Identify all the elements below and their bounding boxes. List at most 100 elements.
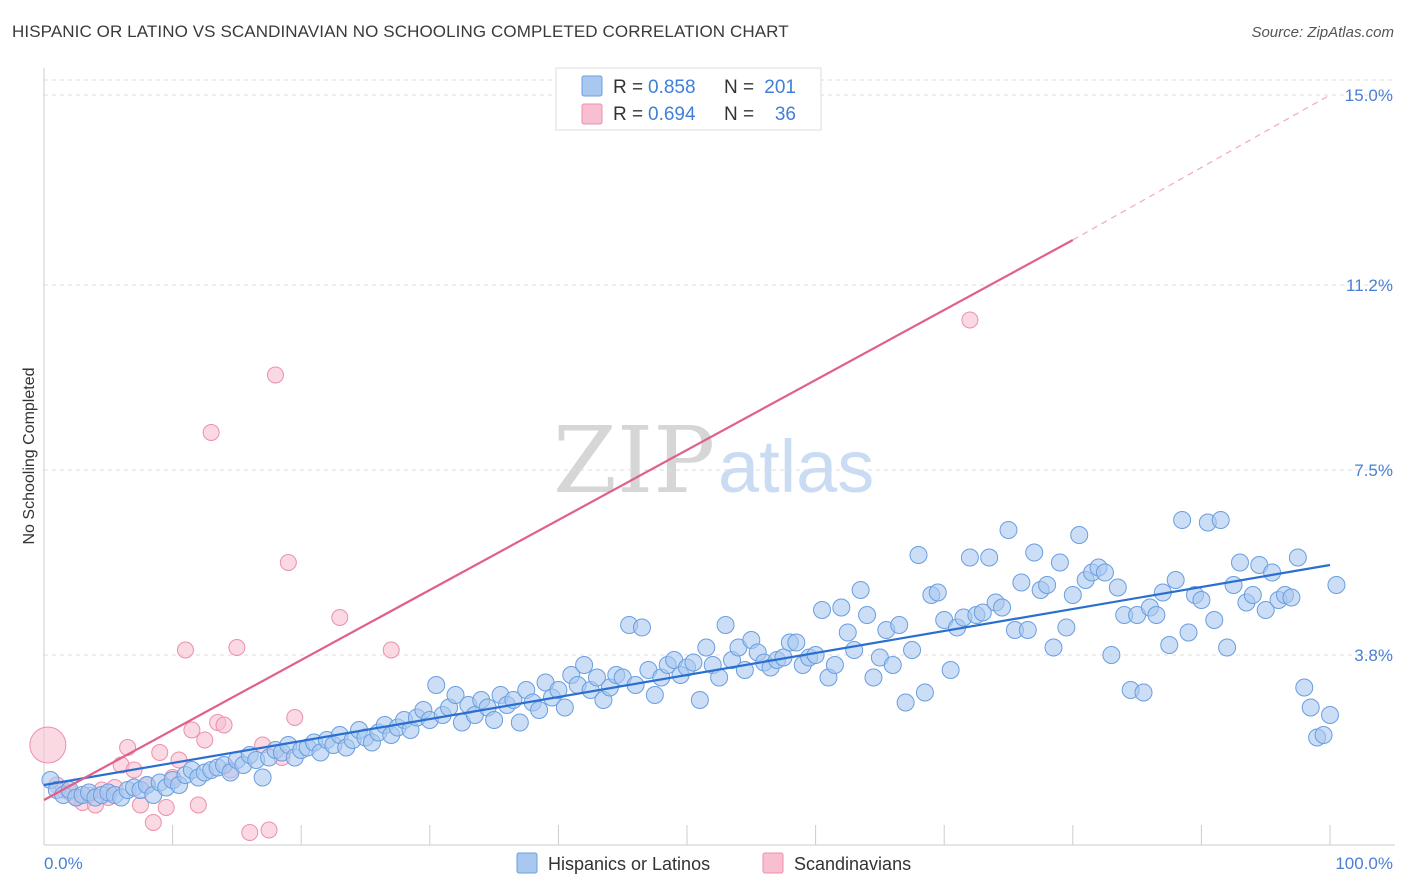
hispanic-point <box>510 713 529 732</box>
hispanic-point <box>632 618 651 637</box>
hispanic-point <box>1224 576 1243 594</box>
hispanic-point <box>787 633 806 652</box>
hispanic-point <box>813 601 832 619</box>
scandinavian-point <box>196 731 214 749</box>
hispanic-point <box>1295 678 1314 697</box>
y-tick-label: 7.5% <box>1354 461 1393 480</box>
hispanics-trend-line <box>43 563 1331 787</box>
hispanic-point <box>1230 553 1249 572</box>
source-label: Source: ZipAtlas.com <box>1251 24 1394 41</box>
scandinavian-point <box>215 716 233 734</box>
scandinavian-point <box>331 609 349 626</box>
hispanic-point <box>1288 548 1307 567</box>
hispanic-point <box>1134 683 1153 702</box>
hispanic-point <box>1263 563 1282 582</box>
hispanic-point <box>1256 601 1275 619</box>
stats-legend: R = 0.858 N = 201 R = 0.694 N = 36 <box>555 67 822 131</box>
legend-n-value-blue: 201 <box>764 77 796 98</box>
hispanic-point <box>253 768 272 787</box>
hispanic-point <box>549 681 568 699</box>
scandinavian-point <box>228 639 246 656</box>
legend-swatch-pink <box>581 103 603 125</box>
hispanic-point <box>1102 646 1121 664</box>
hispanic-point <box>1063 586 1082 604</box>
legend-r-label-blue: R = <box>613 77 643 98</box>
tick-labels: 3.8% 7.5% 11.2% 15.0% 0.0% 100.0% <box>44 86 1393 873</box>
hispanic-point <box>587 668 606 687</box>
watermark-zip: ZIP <box>553 407 715 514</box>
axes <box>43 68 1395 846</box>
hispanic-point <box>909 546 928 564</box>
scandinavian-point <box>189 796 207 814</box>
hispanic-point <box>825 656 844 674</box>
bottom-legend-label-blue: Hispanics or Latinos <box>548 854 710 874</box>
scandinavian-point <box>202 424 220 441</box>
legend-swatch-blue <box>581 75 603 97</box>
hispanic-point <box>845 641 864 659</box>
legend-r-label-pink: R = <box>613 104 643 125</box>
hispanic-point <box>530 701 549 719</box>
hispanic-point <box>690 691 709 709</box>
hispanic-point <box>896 693 915 712</box>
hispanic-point <box>1044 638 1063 657</box>
hispanic-point <box>446 686 465 704</box>
legend-r-value-blue: 0.858 <box>648 77 696 98</box>
hispanic-point <box>1095 563 1114 582</box>
hispanic-point <box>1012 573 1031 592</box>
hispanic-point <box>555 698 574 717</box>
hispanic-point <box>1211 511 1230 529</box>
hispanic-point <box>993 598 1012 617</box>
watermark-atlas: atlas <box>718 425 874 508</box>
hispanic-point <box>1166 571 1185 589</box>
hispanic-point <box>1050 553 1069 572</box>
series-legend: Hispanics or Latinos Scandinavians <box>516 852 911 874</box>
legend-n-value-pink: 36 <box>775 104 796 125</box>
hispanic-point <box>697 638 716 657</box>
bottom-legend-swatch-blue <box>516 852 538 874</box>
x-tick-label: 100.0% <box>1335 854 1393 873</box>
scandinavian-point <box>144 814 162 831</box>
hispanic-point <box>1301 698 1320 717</box>
hispanic-point <box>1218 638 1237 657</box>
scandinavian-point <box>183 721 201 739</box>
scandinavian-point <box>119 739 137 756</box>
scandinavians-points <box>29 311 979 841</box>
legend-r-value-pink: 0.694 <box>648 104 696 125</box>
hispanic-point <box>999 521 1018 539</box>
scandinavian-point <box>286 709 304 726</box>
hispanic-point <box>1025 543 1044 562</box>
scandinavian-point <box>157 799 175 816</box>
x-tick-label: 0.0% <box>44 854 83 873</box>
hispanic-point <box>1327 576 1346 594</box>
scandinavian-point <box>260 821 278 839</box>
hispanic-point <box>485 711 504 729</box>
hispanic-point <box>1282 588 1301 607</box>
scandinavian-point <box>279 554 297 571</box>
scandinavian-point <box>266 366 284 384</box>
hispanic-point <box>1070 526 1089 544</box>
legend-n-label-pink: N = <box>724 104 754 125</box>
chart-title: HISPANIC OR LATINO VS SCANDINAVIAN NO SC… <box>12 22 789 41</box>
hispanic-point <box>1314 726 1333 744</box>
bottom-legend-label-pink: Scandinavians <box>794 854 911 874</box>
scandinavian-point <box>29 726 67 764</box>
hispanic-point <box>1160 636 1179 654</box>
trend-lines <box>43 94 1331 801</box>
hispanic-point <box>716 616 735 634</box>
hispanic-point <box>858 606 877 624</box>
hispanic-point <box>864 668 883 687</box>
hispanic-point <box>832 598 851 617</box>
y-axis-title: No Schooling Completed <box>21 368 38 545</box>
hispanic-point <box>427 676 446 694</box>
hispanic-point <box>973 603 992 622</box>
hispanic-point <box>1108 578 1127 597</box>
hispanic-point <box>851 581 870 599</box>
hispanic-point <box>980 548 999 567</box>
scandinavian-point <box>176 641 194 659</box>
hispanic-point <box>838 623 857 642</box>
y-tick-label: 11.2% <box>1346 276 1393 295</box>
y-tick-label: 15.0% <box>1345 86 1393 105</box>
scandinavian-point <box>151 744 169 761</box>
scandinavian-point <box>241 824 259 841</box>
legend-n-label-blue: N = <box>724 77 754 98</box>
